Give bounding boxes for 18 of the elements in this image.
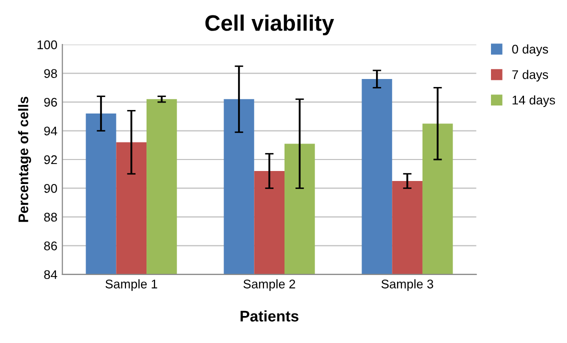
y-tick-label: 100 bbox=[38, 40, 58, 50]
y-tick-label: 96 bbox=[44, 98, 57, 107]
chart-title: Cell viability bbox=[205, 14, 334, 36]
y-tick-label: 92 bbox=[44, 155, 57, 164]
y-tick-label: 90 bbox=[44, 184, 58, 193]
y-axis-title: Percentage of cells bbox=[18, 96, 32, 222]
x-axis-title: Patients bbox=[240, 310, 298, 322]
x-tick-label: Sample 1 bbox=[106, 279, 158, 291]
y-tick-label: 84 bbox=[44, 270, 58, 280]
x-tick-label: Sample 2 bbox=[243, 279, 296, 291]
y-tick-label: 86 bbox=[44, 241, 57, 250]
legend-label: 7 days bbox=[512, 70, 548, 82]
y-tick-label: 94 bbox=[44, 126, 58, 136]
x-tick-label: Sample 3 bbox=[381, 279, 434, 291]
legend-label: 14 days bbox=[512, 95, 555, 108]
legend-label: 0 days bbox=[512, 44, 548, 56]
y-tick-label: 98 bbox=[44, 69, 57, 78]
y-tick-label: 88 bbox=[44, 212, 57, 222]
